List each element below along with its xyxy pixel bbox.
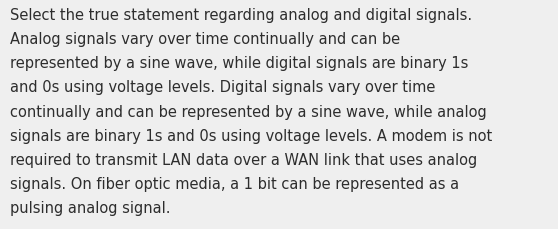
Text: Select the true statement regarding analog and digital signals.: Select the true statement regarding anal… (10, 8, 472, 23)
Text: Analog signals vary over time continually and can be: Analog signals vary over time continuall… (10, 32, 400, 47)
Text: signals. On fiber optic media, a 1 bit can be represented as a: signals. On fiber optic media, a 1 bit c… (10, 176, 459, 191)
Text: and 0s using voltage levels. Digital signals vary over time: and 0s using voltage levels. Digital sig… (10, 80, 435, 95)
Text: required to transmit LAN data over a WAN link that uses analog: required to transmit LAN data over a WAN… (10, 152, 477, 167)
Text: represented by a sine wave, while digital signals are binary 1s: represented by a sine wave, while digita… (10, 56, 468, 71)
Text: pulsing analog signal.: pulsing analog signal. (10, 200, 171, 215)
Text: continually and can be represented by a sine wave, while analog: continually and can be represented by a … (10, 104, 487, 119)
Text: signals are binary 1s and 0s using voltage levels. A modem is not: signals are binary 1s and 0s using volta… (10, 128, 492, 143)
